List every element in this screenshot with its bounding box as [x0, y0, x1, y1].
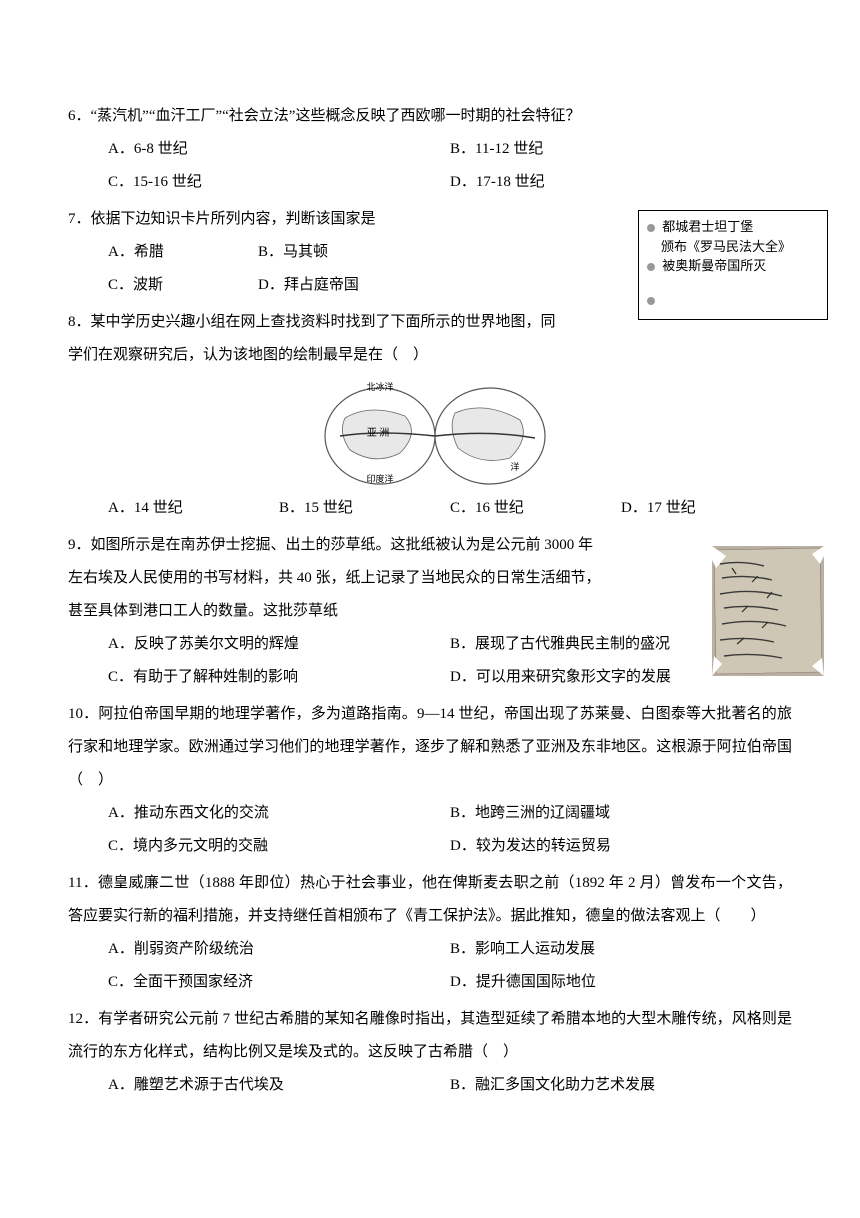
- q6-num: 6．: [68, 108, 91, 124]
- map-label-ocean: 洋: [510, 461, 519, 472]
- q11-num: 11．: [68, 875, 98, 891]
- q9-opt-a: A．反映了苏美尔文明的辉煌: [108, 628, 450, 661]
- q6-opt-d: D．17-18 世纪: [450, 166, 792, 199]
- q8-opt-b: B．15 世纪: [279, 492, 450, 525]
- q8-text1: 某中学历史兴趣小组在网上查找资料时找到了下面所示的世界地图，同: [91, 314, 556, 330]
- card-text1: 都城君士坦丁堡: [662, 219, 753, 234]
- q10-num: 10．: [68, 706, 98, 722]
- q10-opt-b: B．地跨三洲的辽阔疆域: [450, 797, 792, 830]
- card-line4: [647, 290, 819, 310]
- papyrus-image: [712, 546, 824, 676]
- map-label-top: 北冰洋: [366, 381, 393, 392]
- card-text3: 被奥斯曼帝国所灭: [662, 258, 766, 273]
- q11-opt-a: A．削弱资产阶级统治: [108, 933, 450, 966]
- card-line2: 颁布《罗马民法大全》: [647, 237, 819, 257]
- question-11: 11．德皇威廉二世（1888 年即位）热心于社会事业，他在俾斯麦去职之前（189…: [68, 867, 792, 999]
- question-10: 10．阿拉伯帝国早期的地理学著作，多为道路指南。9—14 世纪，帝国出现了苏莱曼…: [68, 698, 792, 863]
- q6-stem: 6．“蒸汽机”“血汗工厂”“社会立法”这些概念反映了西欧哪一时期的社会特征？: [68, 100, 792, 133]
- q10-stem: 10．阿拉伯帝国早期的地理学著作，多为道路指南。9—14 世纪，帝国出现了苏莱曼…: [68, 698, 792, 797]
- question-6: 6．“蒸汽机”“血汗工厂”“社会立法”这些概念反映了西欧哪一时期的社会特征？ A…: [68, 100, 792, 199]
- q6-text: “蒸汽机”“血汗工厂”“社会立法”这些概念反映了西欧哪一时期的社会特征？: [91, 108, 581, 124]
- q7-opt-c: C．波斯: [108, 269, 258, 302]
- q8-num: 8．: [68, 314, 91, 330]
- q11-opt-b: B．影响工人运动发展: [450, 933, 792, 966]
- card-line3: 被奥斯曼帝国所灭: [647, 256, 819, 276]
- q9-options: A．反映了苏美尔文明的辉煌 B．展现了古代雅典民主制的盛况 C．有助于了解种姓制…: [68, 628, 792, 694]
- q7-num: 7．: [68, 211, 91, 227]
- q8-options: A．14 世纪 B．15 世纪 C．16 世纪 D．17 世纪: [68, 492, 792, 525]
- card-line1: 都城君士坦丁堡: [647, 217, 819, 237]
- map-label-indian: 印度洋: [366, 473, 393, 484]
- q10-opt-d: D．较为发达的转运贸易: [450, 830, 792, 863]
- q7-opt-a: A．希腊: [108, 236, 258, 269]
- q11-opt-d: D．提升德国国际地位: [450, 966, 792, 999]
- q12-text: 有学者研究公元前 7 世纪古希腊的某知名雕像时指出，其造型延续了希腊本地的大型木…: [68, 1011, 792, 1060]
- q11-options: A．削弱资产阶级统治 B．影响工人运动发展 C．全面干预国家经济 D．提升德国国…: [68, 933, 792, 999]
- q11-text: 德皇威廉二世（1888 年即位）热心于社会事业，他在俾斯麦去职之前（1892 年…: [68, 875, 792, 924]
- q8-stem1: 8．某中学历史兴趣小组在网上查找资料时找到了下面所示的世界地图，同: [68, 306, 668, 339]
- bullet-icon: [647, 297, 655, 305]
- q8-opt-c: C．16 世纪: [450, 492, 621, 525]
- bullet-icon: [647, 224, 655, 232]
- q8-opt-d: D．17 世纪: [621, 492, 792, 525]
- bullet-icon: [647, 263, 655, 271]
- q12-options: A．雕塑艺术源于古代埃及 B．融汇多国文化助力艺术发展: [68, 1069, 792, 1102]
- q9-stem3: 甚至具体到港口工人的数量。这批莎草纸: [68, 595, 648, 628]
- q12-opt-a: A．雕塑艺术源于古代埃及: [108, 1069, 450, 1102]
- q7-options: A．希腊 B．马其顿 C．波斯 D．拜占庭帝国: [68, 236, 408, 302]
- q10-options: A．推动东西文化的交流 B．地跨三洲的辽阔疆域 C．境内多元文明的交融 D．较为…: [68, 797, 792, 863]
- world-map-image: 北冰洋 亚 洲 印度洋 洋: [290, 378, 570, 488]
- q8-opt-a: A．14 世纪: [108, 492, 279, 525]
- q10-opt-c: C．境内多元文明的交融: [108, 830, 450, 863]
- q9-num: 9．: [68, 537, 91, 553]
- q12-opt-b: B．融汇多国文化助力艺术发展: [450, 1069, 792, 1102]
- q7-text: 依据下边知识卡片所列内容，判断该国家是: [91, 211, 376, 227]
- q6-opt-b: B．11-12 世纪: [450, 133, 792, 166]
- q11-stem: 11．德皇威廉二世（1888 年即位）热心于社会事业，他在俾斯麦去职之前（189…: [68, 867, 792, 933]
- q9-stem1: 9．如图所示是在南苏伊士挖掘、出土的莎草纸。这批纸被认为是公元前 3000 年: [68, 529, 648, 562]
- question-12: 12．有学者研究公元前 7 世纪古希腊的某知名雕像时指出，其造型延续了希腊本地的…: [68, 1003, 792, 1102]
- question-9: 9．如图所示是在南苏伊士挖掘、出土的莎草纸。这批纸被认为是公元前 3000 年 …: [68, 529, 792, 694]
- q6-opt-c: C．15-16 世纪: [108, 166, 450, 199]
- question-8: 8．某中学历史兴趣小组在网上查找资料时找到了下面所示的世界地图，同 学们在观察研…: [68, 306, 792, 525]
- q6-options: A．6-8 世纪 B．11-12 世纪 C．15-16 世纪 D．17-18 世…: [68, 133, 792, 199]
- map-label-asia: 亚 洲: [367, 427, 390, 439]
- card-text2: 颁布《罗马民法大全》: [661, 239, 791, 254]
- q10-text: 阿拉伯帝国早期的地理学著作，多为道路指南。9—14 世纪，帝国出现了苏莱曼、白图…: [68, 706, 792, 788]
- q6-opt-a: A．6-8 世纪: [108, 133, 450, 166]
- q9-stem2: 左右埃及人民使用的书写材料，共 40 张，纸上记录了当地民众的日常生活细节，: [68, 562, 648, 595]
- q10-opt-a: A．推动东西文化的交流: [108, 797, 450, 830]
- q12-stem: 12．有学者研究公元前 7 世纪古希腊的某知名雕像时指出，其造型延续了希腊本地的…: [68, 1003, 792, 1069]
- knowledge-card: 都城君士坦丁堡 颁布《罗马民法大全》 被奥斯曼帝国所灭: [638, 210, 828, 320]
- q7-opt-d: D．拜占庭帝国: [258, 269, 408, 302]
- q11-opt-c: C．全面干预国家经济: [108, 966, 450, 999]
- q9-text1: 如图所示是在南苏伊士挖掘、出土的莎草纸。这批纸被认为是公元前 3000 年: [91, 537, 594, 553]
- q8-stem2: 学们在观察研究后，认为该地图的绘制最早是在（ ）: [68, 339, 792, 372]
- q12-num: 12．: [68, 1011, 98, 1027]
- q7-opt-b: B．马其顿: [258, 236, 408, 269]
- q9-opt-c: C．有助于了解种姓制的影响: [108, 661, 450, 694]
